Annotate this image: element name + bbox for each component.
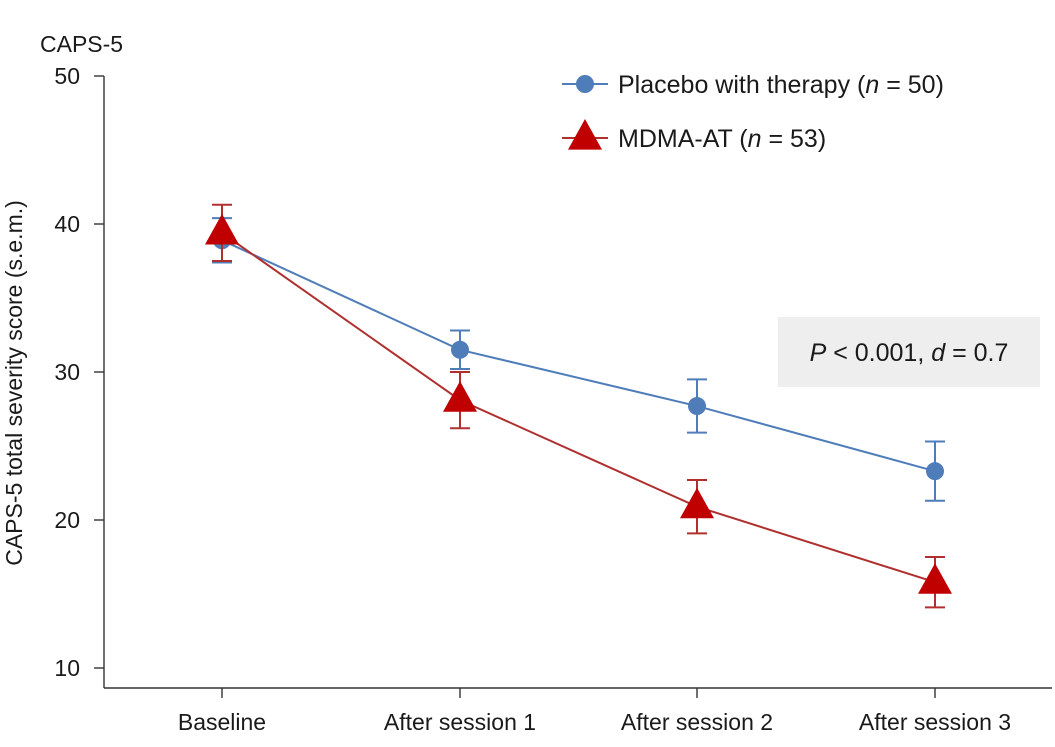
- y-tick-label: 40: [54, 211, 80, 237]
- data-point: [918, 563, 952, 594]
- y-axis-title: CAPS-5 total severity score (s.e.m.): [1, 200, 27, 566]
- data-point: [205, 213, 239, 245]
- annotation-box: [778, 317, 1040, 387]
- data-point: [680, 487, 714, 519]
- legend: Placebo with therapy (n = 50) MDMA-AT (n …: [562, 71, 944, 153]
- series-mdma-at: [205, 203, 952, 609]
- legend-item: Placebo with therapy (n = 50): [562, 71, 944, 99]
- x-tick-label: After session 2: [621, 709, 773, 735]
- legend-item: MDMA-AT (n = 53): [562, 119, 826, 153]
- x-tick-label: Baseline: [178, 709, 266, 735]
- y-tick-label: 30: [54, 359, 80, 385]
- x-tick-label: After session 1: [384, 709, 536, 735]
- statistics-annotation: P < 0.001, d = 0.7: [778, 317, 1040, 387]
- annotation-text: P < 0.001, d = 0.7: [810, 339, 1009, 367]
- data-point: [451, 340, 469, 359]
- axes: 10 20 30 40 50 Baseline After session 1 After s…: [54, 63, 1052, 735]
- series-line: [221, 239, 936, 473]
- x-tick-label: After session 3: [859, 709, 1011, 735]
- series-line: [221, 232, 936, 584]
- y-tick-label: 10: [54, 655, 80, 681]
- data-point: [926, 462, 944, 481]
- legend-label: MDMA-AT (n = 53): [618, 125, 826, 153]
- series-layer: [205, 203, 952, 609]
- data-point: [688, 397, 706, 416]
- y-tick-label: 50: [54, 63, 80, 89]
- legend-marker: [576, 75, 594, 93]
- y-tick-label: 20: [54, 507, 80, 533]
- data-point: [443, 381, 477, 412]
- legend-label: Placebo with therapy (n = 50): [618, 71, 944, 99]
- panel-title: CAPS-5: [40, 31, 123, 57]
- legend-marker: [568, 119, 602, 150]
